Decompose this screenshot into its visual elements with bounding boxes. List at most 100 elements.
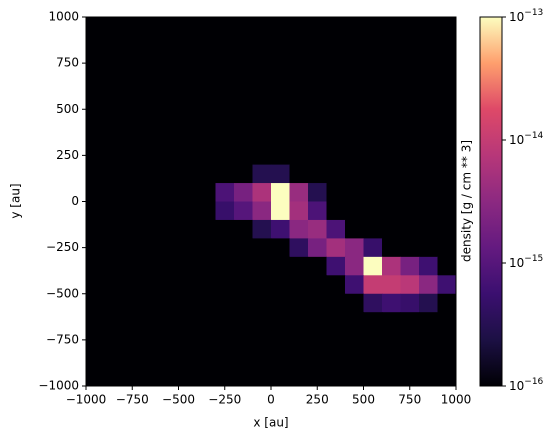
heatmap-cell (141, 90, 161, 110)
x-tick-label: 500 (352, 393, 375, 407)
heatmap-cell (215, 219, 235, 239)
heatmap-cell (252, 35, 272, 55)
heatmap-cell (289, 349, 309, 369)
heatmap-cell (419, 312, 438, 332)
heatmap-cell (437, 53, 457, 73)
heatmap-cell (86, 219, 105, 239)
heatmap-cell (215, 72, 235, 92)
heatmap-cell (363, 275, 383, 295)
heatmap-cell (419, 275, 438, 295)
heatmap-cell (123, 349, 142, 369)
heatmap-cell (234, 367, 253, 387)
heatmap-cell (363, 183, 383, 202)
heatmap-cell (308, 293, 327, 313)
heatmap-cell (326, 275, 346, 295)
y-tick-label: −750 (46, 332, 79, 346)
heatmap-cell (345, 53, 364, 73)
y-tick-label: 250 (56, 148, 79, 162)
heatmap-cell (178, 238, 198, 258)
heatmap-cell (419, 219, 438, 239)
heatmap-cell (160, 330, 179, 350)
heatmap-cell (437, 219, 457, 239)
heatmap-cell (363, 90, 383, 110)
heatmap-cell (86, 53, 105, 73)
heatmap-cell (178, 367, 198, 387)
heatmap-cell (400, 349, 420, 369)
heatmap-cell (160, 275, 179, 295)
heatmap-cell (234, 183, 253, 202)
heatmap-cell (215, 312, 235, 332)
heatmap-cell (345, 90, 364, 110)
heatmap-cell (271, 127, 290, 147)
heatmap-cell (178, 349, 198, 369)
x-label: x [au] (253, 416, 288, 430)
heatmap-cell (400, 183, 420, 202)
heatmap-cell (215, 275, 235, 295)
heatmap-cell (197, 17, 216, 36)
heatmap-cell (400, 312, 420, 332)
heatmap-cell (215, 238, 235, 258)
heatmap-cell (197, 72, 216, 92)
heatmap-cell (308, 349, 327, 369)
heatmap-cell (104, 146, 124, 166)
heatmap-cell (215, 367, 235, 387)
heatmap-cell (326, 90, 346, 110)
heatmap-cell (197, 164, 216, 184)
heatmap-cell (437, 127, 457, 147)
heatmap-cell (234, 238, 253, 258)
heatmap-cell (308, 312, 327, 332)
heatmap-cell (141, 219, 161, 239)
heatmap-cell (160, 238, 179, 258)
heatmap-cell (382, 275, 401, 295)
heatmap-cell (104, 90, 124, 110)
heatmap-cell (345, 109, 364, 129)
heatmap-cell (141, 201, 161, 221)
heatmap-cell (271, 146, 290, 166)
heatmap-cell (345, 72, 364, 92)
heatmap-cell (382, 146, 401, 166)
heatmap-cell (400, 275, 420, 295)
heatmap-cell (345, 256, 364, 276)
heatmap-cell (252, 72, 272, 92)
heatmap-cell (178, 53, 198, 73)
heatmap-cell (419, 90, 438, 110)
heatmap-cell (160, 109, 179, 129)
heatmap-cell (234, 201, 253, 221)
heatmap-cell (363, 238, 383, 258)
heatmap-cell (400, 53, 420, 73)
heatmap-cell (363, 109, 383, 129)
heatmap-cell (326, 312, 346, 332)
heatmap-cell (252, 238, 272, 258)
heatmap-cell (363, 330, 383, 350)
heatmap-cell (234, 256, 253, 276)
heatmap-cell (160, 201, 179, 221)
heatmap-cell (178, 330, 198, 350)
heatmap-cell (104, 330, 124, 350)
heatmap-cell (252, 53, 272, 73)
heatmap-cell (104, 349, 124, 369)
y-tick-label: −1000 (38, 379, 79, 393)
heatmap-cell (197, 183, 216, 202)
heatmap-cell (86, 146, 105, 166)
heatmap-cell (437, 349, 457, 369)
heatmap-cell (419, 293, 438, 313)
heatmap-cell (197, 146, 216, 166)
heatmap-cell (400, 256, 420, 276)
heatmap-cell (252, 146, 272, 166)
heatmap-cell (215, 35, 235, 55)
heatmap-cell (252, 330, 272, 350)
heatmap-cell (104, 127, 124, 147)
heatmap-cell (363, 293, 383, 313)
heatmap-cell (160, 72, 179, 92)
heatmap-cell (400, 238, 420, 258)
heatmap-cell (104, 219, 124, 239)
heatmap-cell (234, 275, 253, 295)
heatmap-cell (234, 146, 253, 166)
heatmap-cell (400, 17, 420, 36)
heatmap-cell (289, 127, 309, 147)
x-tick-label: 0 (267, 393, 275, 407)
x-tick-label: 250 (306, 393, 329, 407)
heatmap-cell (197, 312, 216, 332)
heatmap-cell (123, 219, 142, 239)
heatmap-cell (86, 367, 105, 387)
